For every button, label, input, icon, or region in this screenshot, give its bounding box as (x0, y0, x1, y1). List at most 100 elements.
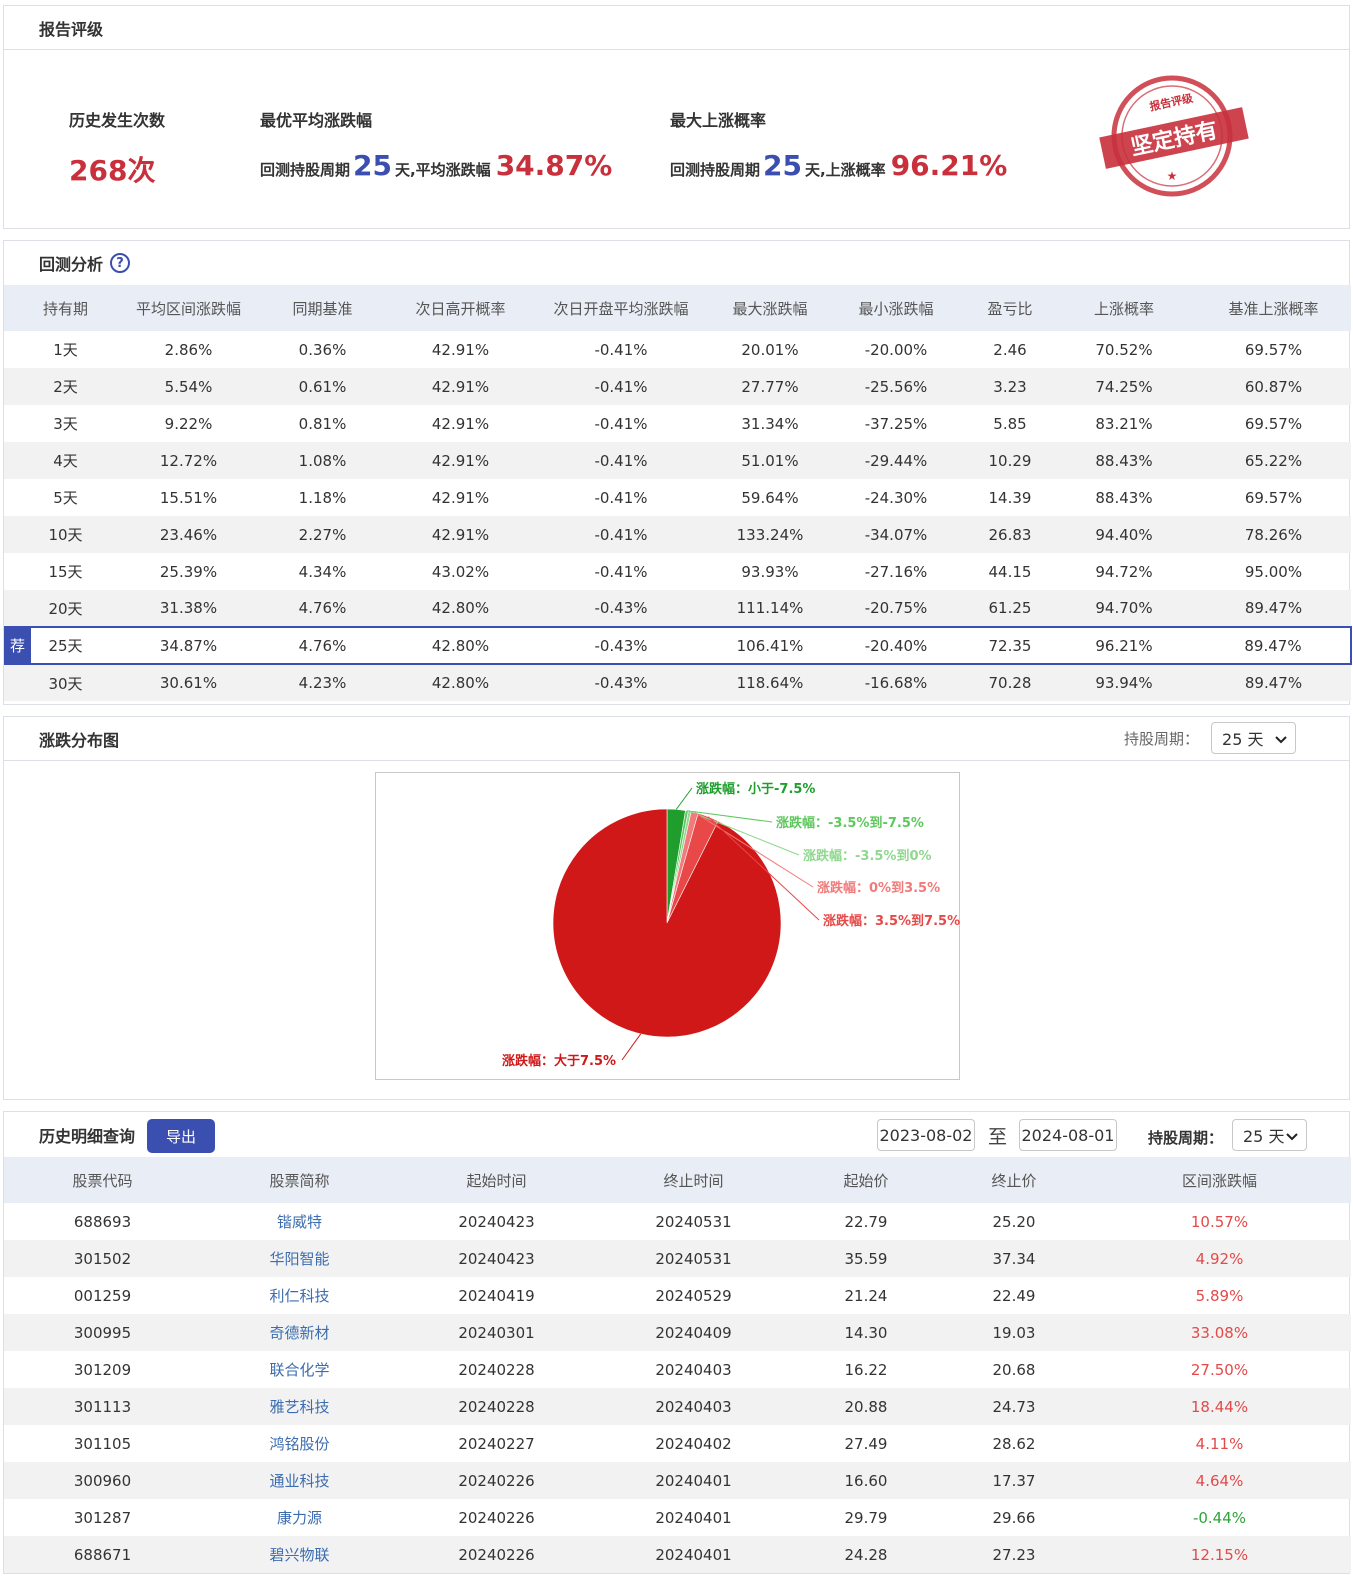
pie-slice[interactable] (552, 808, 782, 1038)
end-date-input[interactable]: 2024-08-01 (1019, 1119, 1117, 1151)
backtest-col-header: 持有期 (4, 285, 127, 331)
export-button[interactable]: 导出 (147, 1119, 215, 1153)
history-cell: 20240409 (595, 1314, 792, 1351)
backtest-cell: 42.91% (431, 488, 490, 507)
backtest-cell: 69.57% (1244, 488, 1303, 507)
backtest-row: 30天 30.61% 4.23% 42.80% -0.43% 118.64% -16.68%… (4, 664, 1351, 701)
backtest-cell: -0.41% (526, 442, 716, 479)
backtest-col-header: 次日开盘平均涨跌幅 (526, 285, 716, 331)
stock-name-link[interactable]: 雅艺科技 (201, 1388, 398, 1425)
backtest-cell: 111.14% (716, 590, 824, 627)
backtest-cell: 96.21% (1052, 626, 1196, 665)
backtest-cell: 4.76% (250, 626, 395, 665)
backtest-cell: 95.00% (1244, 562, 1303, 581)
history-cell: 20240423 (398, 1240, 595, 1277)
backtest-cell: 31.38% (127, 590, 250, 627)
start-date-input[interactable]: 2023-08-02 (877, 1119, 975, 1151)
backtest-col-header: 盈亏比 (968, 285, 1052, 331)
history-header-row: 股票代码 股票简称 起始时间 终止时间 起始价 终止价 区间涨跌幅 (4, 1157, 1351, 1203)
backtest-cell: -24.30% (864, 488, 928, 507)
backtest-title: 回测分析 (39, 255, 104, 274)
backtest-cell: -27.16% (864, 562, 928, 581)
history-cell: 35.59 (792, 1240, 940, 1277)
range-change-cell: -0.44% (1192, 1508, 1247, 1527)
distribution-period-label: 持股周期： (1124, 729, 1200, 748)
stock-name-link[interactable]: 华阳智能 (201, 1240, 398, 1277)
history-col-header: 股票简称 (201, 1157, 398, 1203)
backtest-col-header: 平均区间涨跌幅 (127, 285, 250, 331)
distribution-period-value: 25 天 (1222, 730, 1264, 749)
backtest-cell: 65.22% (1196, 442, 1351, 479)
history-cell: 24.73 (940, 1388, 1088, 1425)
backtest-cell: 94.72% (1095, 562, 1153, 581)
history-cell: 20240228 (398, 1388, 595, 1425)
best-avg-value: 34.87% (495, 149, 613, 182)
history-cell: 300960 (4, 1462, 201, 1499)
backtest-cell: 69.57% (1244, 340, 1303, 359)
backtest-cell: 20天 (4, 590, 127, 627)
range-change-cell: 4.92% (1088, 1240, 1351, 1277)
stock-name-link[interactable]: 奇德新材 (201, 1314, 398, 1351)
backtest-cell: 5.54% (127, 368, 250, 405)
stock-name-link[interactable]: 联合化学 (269, 1361, 330, 1379)
backtest-cell: 106.41% (716, 626, 824, 665)
distribution-period-select[interactable]: 25 天 (1211, 722, 1297, 754)
stock-name-link[interactable]: 碧兴物联 (201, 1536, 398, 1573)
history-cell: 29.66 (992, 1508, 1036, 1527)
backtest-cell: 89.47% (1196, 590, 1351, 627)
history-cell: 688693 (73, 1212, 132, 1231)
backtest-col-header: 最大涨跌幅 (716, 285, 824, 331)
max-up-mid: 天,上涨概率 (804, 161, 886, 179)
distribution-title: 涨跌分布图 (39, 730, 120, 750)
pie-leader-line (694, 811, 814, 888)
history-cell: 29.79 (844, 1508, 888, 1527)
backtest-table: 持有期 平均区间涨跌幅 同期基准 次日高开概率 次日开盘平均涨跌幅 最大涨跌幅 最小涨跌幅盈… (4, 285, 1352, 701)
history-cell: 20240529 (655, 1286, 732, 1305)
backtest-cell: 51.01% (716, 442, 824, 479)
stock-name-link[interactable]: 锴威特 (276, 1213, 322, 1231)
backtest-cell: 42.91% (431, 340, 490, 359)
history-cell: 20240402 (655, 1434, 732, 1453)
history-period-value: 25 天 (1243, 1127, 1285, 1146)
history-cell: 17.37 (940, 1462, 1088, 1499)
backtest-cell: 30天 (4, 664, 127, 701)
backtest-cell: 1.18% (298, 488, 347, 507)
backtest-cell: -16.68% (824, 664, 968, 701)
history-row: 688671 碧兴物联 20240226 20240401 24.28 27.23 12.1… (4, 1536, 1351, 1573)
stock-name-link[interactable]: 康力源 (276, 1509, 322, 1527)
pie-leader-line (686, 810, 773, 823)
history-period-select[interactable]: 25 天 (1232, 1119, 1307, 1151)
pie-leader-line (707, 816, 820, 921)
backtest-cell: 89.47% (1196, 664, 1351, 701)
backtest-cell: 93.93% (741, 562, 799, 581)
backtest-header-row: 持有期 平均区间涨跌幅 同期基准 次日高开概率 次日开盘平均涨跌幅 最大涨跌幅 最小涨跌幅盈… (4, 285, 1351, 331)
backtest-cell: 26.83 (968, 516, 1052, 553)
stock-name-link[interactable]: 鸿铭股份 (269, 1435, 330, 1453)
backtest-cell: 88.43% (1095, 488, 1153, 507)
history-cell: 688671 (4, 1536, 201, 1573)
backtest-cell: 5天 (53, 489, 78, 507)
range-change-cell: 27.50% (1190, 1360, 1249, 1379)
range-change-cell: 33.08% (1088, 1314, 1351, 1351)
backtest-cell: 4.34% (298, 562, 347, 581)
help-icon[interactable]: ? (110, 253, 131, 273)
history-cell: 20240531 (595, 1240, 792, 1277)
pie-leader-line (621, 1033, 642, 1061)
svg-text:★: ★ (1167, 169, 1178, 183)
stock-name-link[interactable]: 通业科技 (201, 1462, 398, 1499)
history-cell: 27.23 (940, 1536, 1088, 1573)
best-avg-days: 25 (353, 149, 392, 182)
pie-label: 涨跌幅：大于7.5% (501, 1053, 616, 1069)
backtest-cell: -20.00% (864, 340, 928, 359)
backtest-cell: 2.86% (164, 340, 213, 359)
history-cell: 20240226 (458, 1508, 535, 1527)
history-col-header: 起始时间 (398, 1157, 595, 1203)
backtest-row: 25天 34.87% 4.76% 42.80% -0.43% 106.41% -20.40%… (4, 626, 1352, 665)
stock-name-link[interactable]: 利仁科技 (269, 1287, 330, 1305)
backtest-cell: -34.07% (824, 516, 968, 553)
backtest-col-header: 上涨概率 (1052, 285, 1196, 331)
backtest-cell: 23.46% (127, 516, 250, 553)
history-row: 300960 通业科技 20240226 20240401 16.60 17.37 4.64… (4, 1462, 1351, 1499)
backtest-cell: 34.87% (127, 626, 250, 665)
backtest-cell: 4.23% (250, 664, 395, 701)
